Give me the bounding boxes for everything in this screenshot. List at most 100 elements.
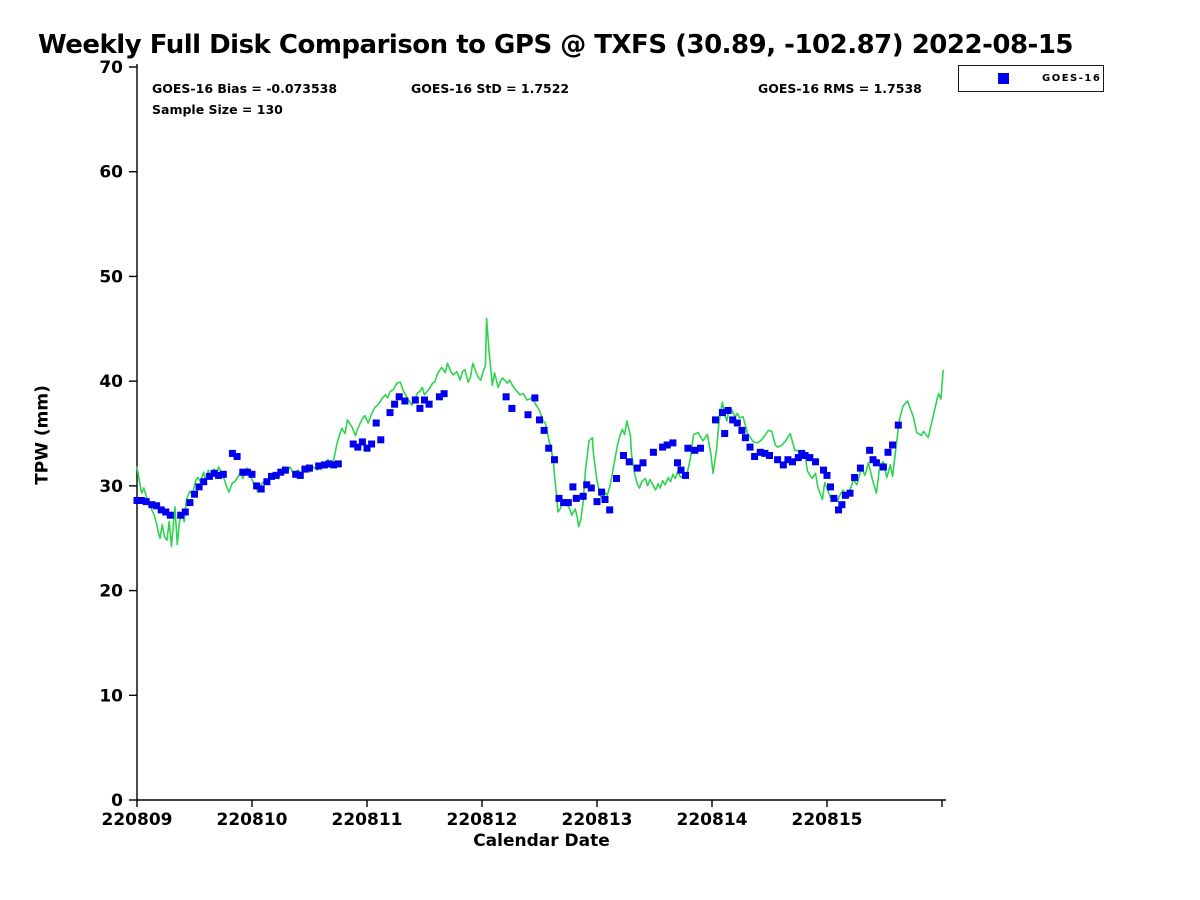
goes16-data-marker [884, 448, 892, 456]
goes16-data-marker [659, 443, 667, 451]
goes16-data-marker [820, 466, 827, 474]
goes16-data-marker [669, 439, 677, 447]
y-tick-label: 70 [99, 58, 123, 78]
stat-std: GOES-16 StD = 1.7522 [411, 81, 570, 96]
goes16-data-marker [243, 468, 251, 476]
goes16-data-marker [354, 443, 362, 451]
goes16-data-marker [228, 449, 236, 457]
goes16-data-marker [377, 436, 385, 444]
goes16-data-marker [349, 440, 357, 448]
goes16-data-marker [613, 475, 620, 482]
goes16-data-marker [879, 463, 887, 471]
y-tick-label: 40 [99, 372, 123, 392]
goes16-data-marker [761, 449, 769, 457]
goes16-data-marker [766, 452, 773, 459]
goes16-data-marker [718, 409, 726, 417]
goes16-data-marker [219, 470, 227, 478]
goes16-data-marker [851, 474, 859, 481]
gps-line [136, 317, 944, 548]
goes16-data-marker [894, 421, 902, 429]
goes16-data-marker [272, 471, 280, 479]
stat-bias: GOES-16 Bias = -0.073538 [152, 81, 338, 96]
goes16-data-marker [233, 453, 241, 460]
x-tick-label: 220809 [102, 810, 173, 830]
goes16-data-marker [239, 468, 247, 476]
x-axis-label: Calendar Date [473, 831, 610, 851]
goes16-data-marker [411, 396, 419, 404]
goes16-data-marker [363, 444, 371, 452]
goes16-data-marker [440, 390, 448, 398]
goes16-data-marker [724, 407, 732, 414]
goes16-data-marker [153, 502, 161, 510]
goes16-data-marker [531, 394, 539, 402]
goes16-data-marker [846, 489, 854, 497]
goes16-data-marker [435, 393, 443, 401]
goes16-data-marker [536, 416, 543, 424]
goes16-data-marker [593, 498, 601, 506]
goes16-data-marker [524, 411, 532, 419]
goes16-data-marker [148, 501, 156, 509]
goes16-data-marker [296, 471, 304, 479]
y-tick-label: 10 [99, 686, 123, 706]
goes16-data-marker [555, 494, 563, 502]
goes16-data-marker [257, 485, 265, 493]
goes16-data-marker [712, 416, 719, 424]
goes16-data-marker [425, 400, 433, 408]
goes16-data-marker [889, 441, 897, 449]
goes16-data-marker [872, 459, 880, 467]
goes16-data-marker [598, 488, 606, 496]
y-tick-label: 50 [99, 267, 123, 287]
goes16-data-marker [301, 465, 309, 473]
goes16-data-marker [587, 484, 595, 492]
goes16-data-marker [801, 452, 809, 459]
goes16-data-marker [838, 501, 846, 509]
goes16-data-marker [545, 444, 553, 452]
goes16-data-marker [564, 499, 572, 507]
goes16-data-marker [721, 430, 729, 437]
goes16-data-marker [368, 440, 376, 448]
goes16-data-marker [583, 481, 591, 489]
goes16-data-marker [358, 438, 366, 446]
goes16-data-marker [741, 434, 749, 442]
goes16-data-marker [856, 464, 864, 472]
goes16-data-marker [315, 462, 323, 470]
goes16-data-marker [625, 458, 633, 466]
goes16-data-marker [268, 472, 275, 480]
goes16-data-marker [200, 478, 208, 486]
x-tick-label: 220815 [792, 810, 863, 830]
x-tick-label: 220814 [677, 810, 748, 830]
x-tick-label: 220811 [332, 810, 403, 830]
y-tick-label: 20 [99, 582, 123, 602]
goes16-data-marker [177, 511, 185, 519]
goes16-data-marker [330, 461, 338, 469]
goes16-data-marker [830, 494, 838, 502]
y-tick-label: 0 [111, 791, 123, 811]
goes16-data-marker [751, 453, 759, 460]
goes16-data-marker [560, 499, 568, 507]
goes16-data-marker [677, 466, 685, 474]
y-tick-label: 30 [99, 477, 123, 497]
goes16-data-marker [691, 446, 699, 454]
goes16-data-marker [606, 506, 614, 514]
goes16-data-marker [784, 456, 792, 464]
goes16-data-marker [386, 409, 394, 417]
goes16-data-marker [162, 508, 170, 516]
goes16-legend-marker-icon [998, 73, 1009, 84]
goes16-data-marker [401, 397, 409, 405]
goes16-data-marker [421, 396, 428, 404]
goes16-data-marker [639, 459, 647, 467]
goes16-data-marker [633, 464, 641, 472]
chart-title: Weekly Full Disk Comparison to GPS @ TXF… [38, 30, 1074, 60]
goes16-data-marker [210, 469, 218, 477]
goes16-data-marker [372, 419, 380, 427]
goes16-data-marker [292, 470, 300, 478]
goes16-data-marker [674, 459, 681, 467]
goes16-data-marker [325, 460, 333, 468]
goes16-data-marker [551, 456, 558, 464]
x-tick-label: 220812 [447, 810, 518, 830]
goes16-data-marker [186, 499, 194, 507]
goes16-data-marker [697, 444, 704, 452]
goes16-data-marker [569, 483, 577, 491]
